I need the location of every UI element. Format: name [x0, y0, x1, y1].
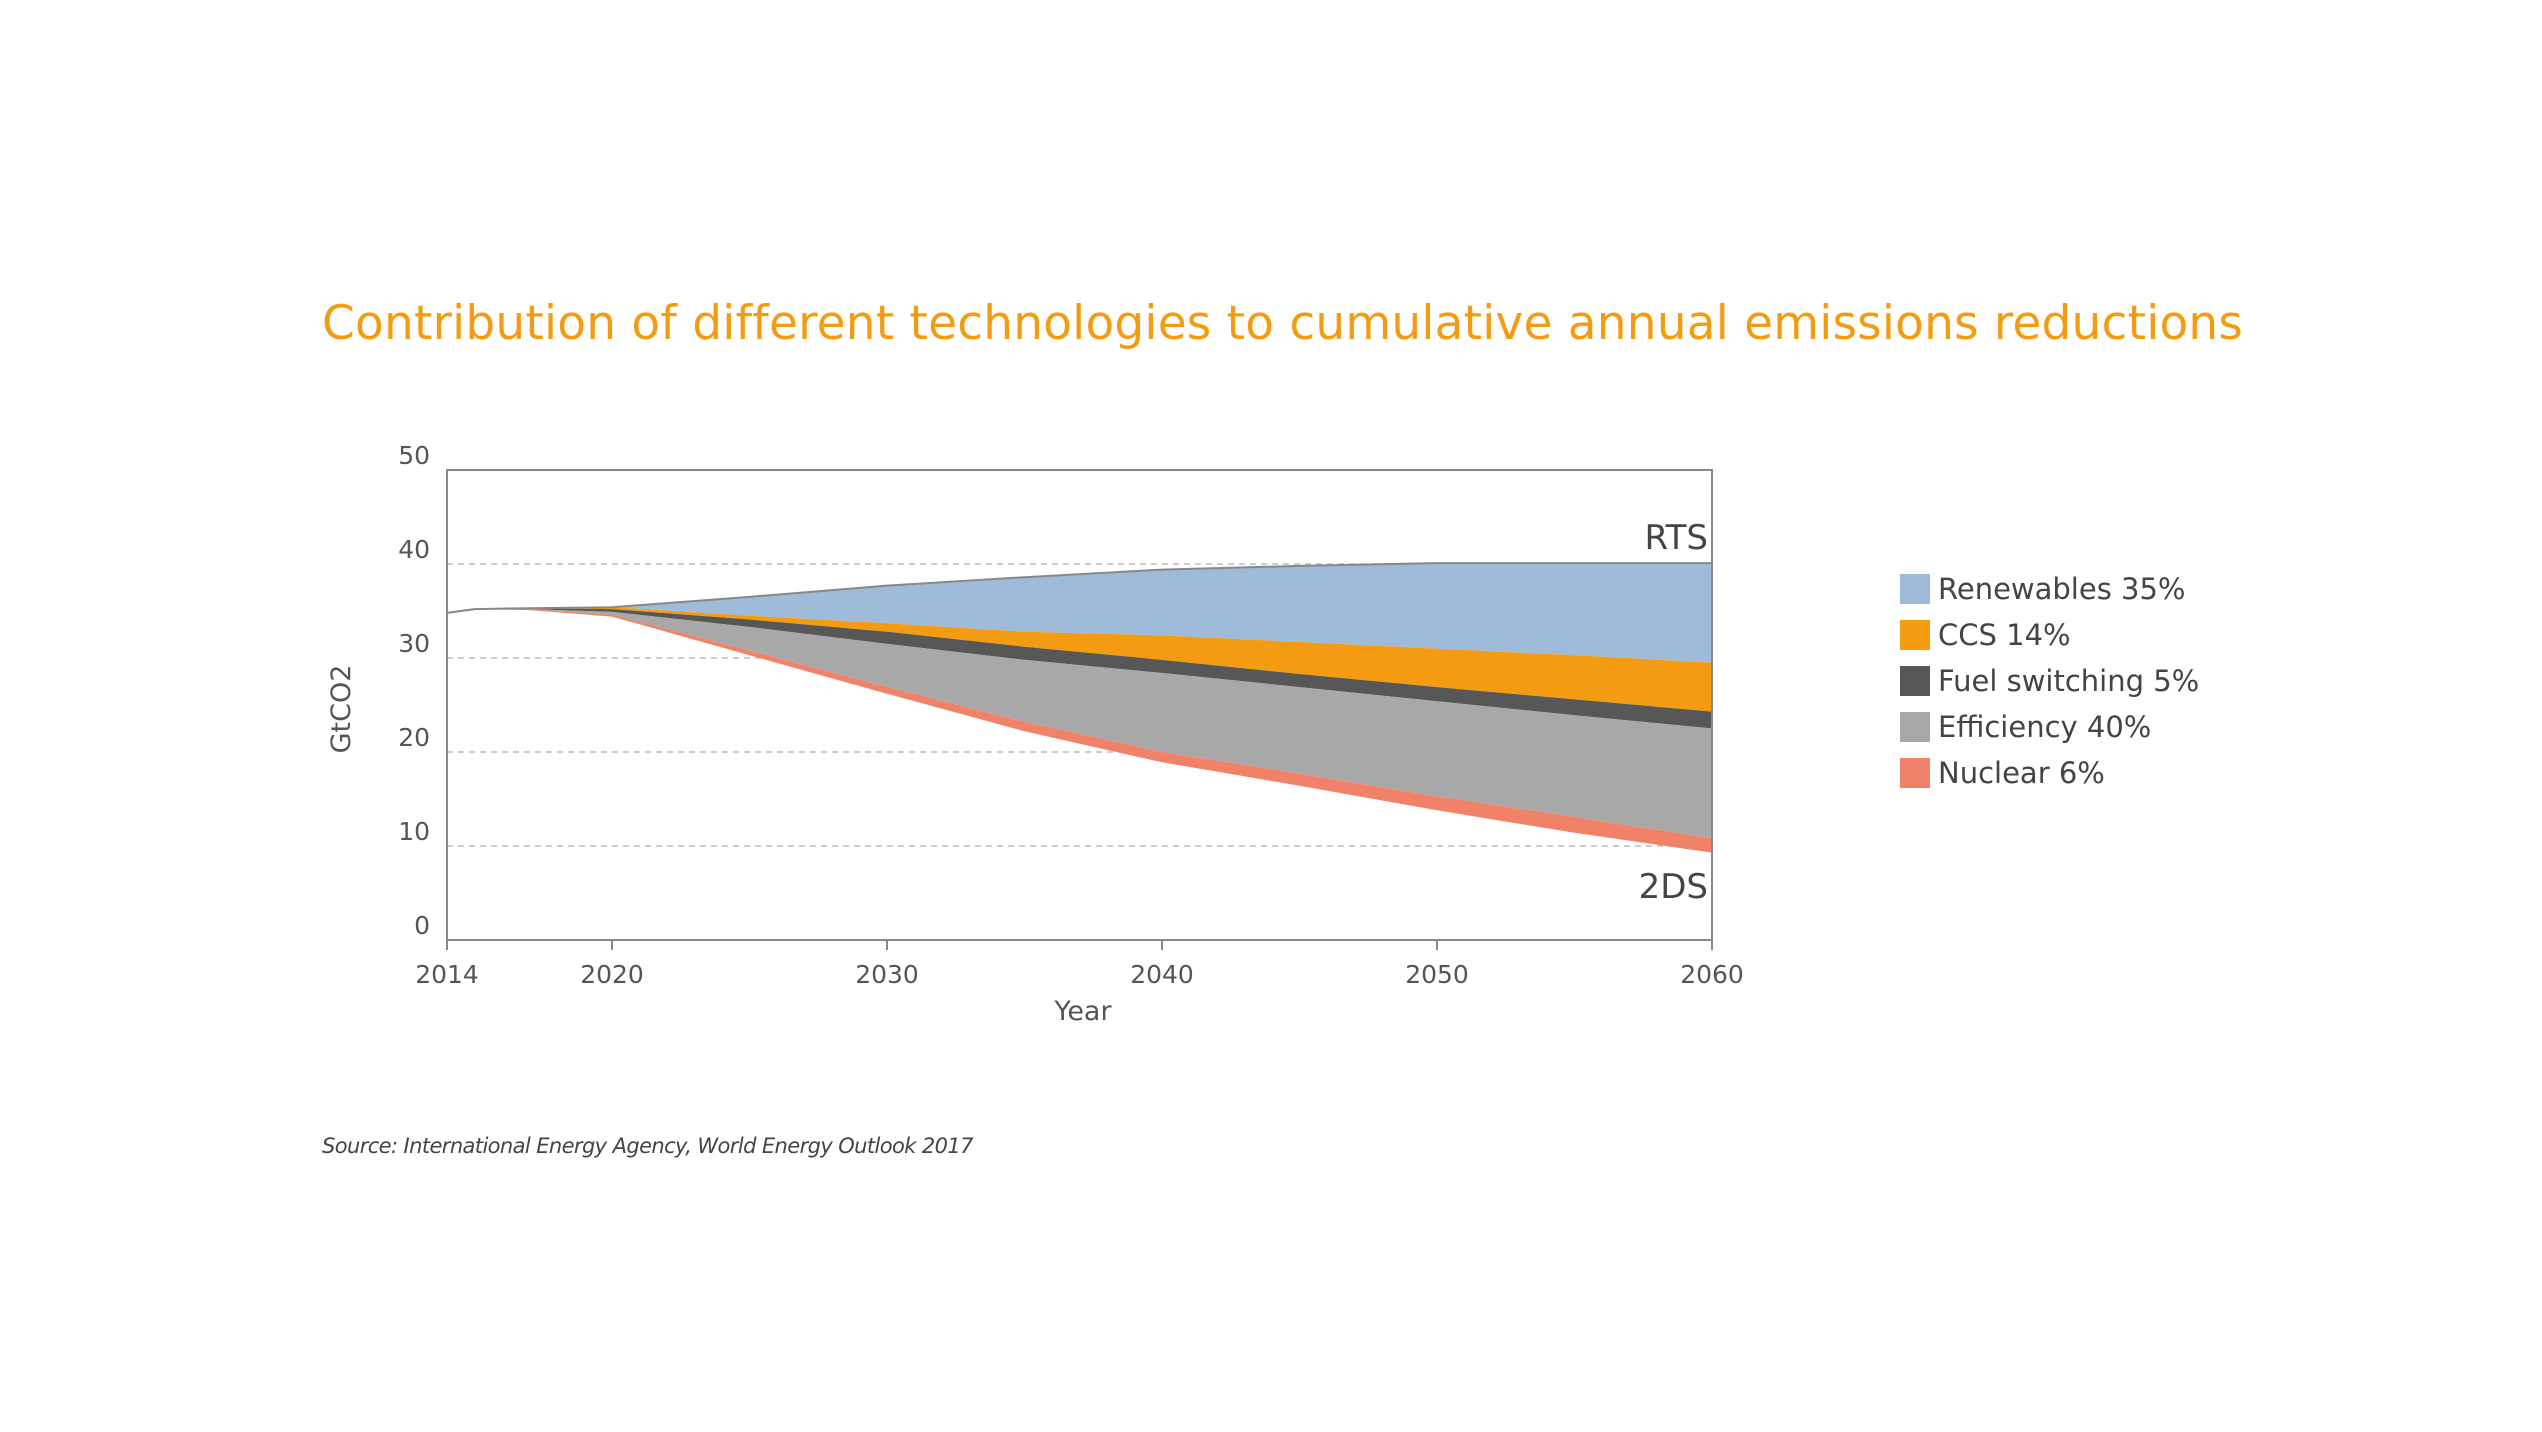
legend-label-fuel-switching: Fuel switching 5%: [1938, 664, 2200, 698]
legend-item-efficiency: Efficiency 40%: [1900, 704, 2199, 750]
legend-swatch-efficiency: [1900, 712, 1930, 742]
x-tick-label-2014: 2014: [415, 960, 479, 989]
legend-label-efficiency: Efficiency 40%: [1938, 710, 2152, 744]
rts-label: RTS: [1644, 518, 1708, 558]
y-axis-title: GtCO2: [326, 665, 357, 754]
y-tick-label-20: 20: [398, 723, 430, 752]
series-areas: [446, 562, 1712, 853]
chart-title: Contribution of different technologies t…: [322, 296, 2244, 351]
y-tick-label-40: 40: [398, 535, 430, 564]
area-nuclear: [447, 609, 1712, 853]
area-renewables: [447, 563, 1712, 663]
x-tick-label-2040: 2040: [1130, 960, 1194, 989]
legend-swatch-ccs: [1900, 620, 1930, 650]
legend-item-renewables: Renewables 35%: [1900, 566, 2199, 612]
x-tick-label-2030: 2030: [855, 960, 919, 989]
source-note: Source: International Energy Agency, Wor…: [322, 1134, 974, 1158]
legend: Renewables 35% CCS 14% Fuel switching 5%…: [1900, 566, 2199, 796]
legend-label-ccs: CCS 14%: [1938, 618, 2071, 652]
area-efficiency: [447, 609, 1712, 839]
legend-swatch-nuclear: [1900, 758, 1930, 788]
legend-item-fuel-switching: Fuel switching 5%: [1900, 658, 2199, 704]
rts-line: [446, 562, 1712, 614]
x-tick-label-2020: 2020: [580, 960, 644, 989]
y-tick-label-10: 10: [398, 817, 430, 846]
legend-swatch-fuel-switching: [1900, 666, 1930, 696]
y-tick-label-30: 30: [398, 629, 430, 658]
legend-label-renewables: Renewables 35%: [1938, 572, 2186, 606]
legend-item-ccs: CCS 14%: [1900, 612, 2199, 658]
x-axis-title: Year: [1053, 996, 1112, 1027]
area-ccs: [447, 607, 1712, 712]
plot-frame: [446, 469, 1713, 941]
y-tick-label-50: 50: [398, 441, 430, 470]
axes: [446, 469, 1713, 950]
legend-swatch-renewables: [1900, 574, 1930, 604]
y-tick-label-0: 0: [414, 911, 430, 940]
x-tick-label-2060: 2060: [1680, 960, 1744, 989]
legend-item-nuclear: Nuclear 6%: [1900, 750, 2199, 796]
2ds-label: 2DS: [1639, 867, 1708, 907]
x-tick-label-2050: 2050: [1405, 960, 1469, 989]
legend-label-nuclear: Nuclear 6%: [1938, 756, 2105, 790]
